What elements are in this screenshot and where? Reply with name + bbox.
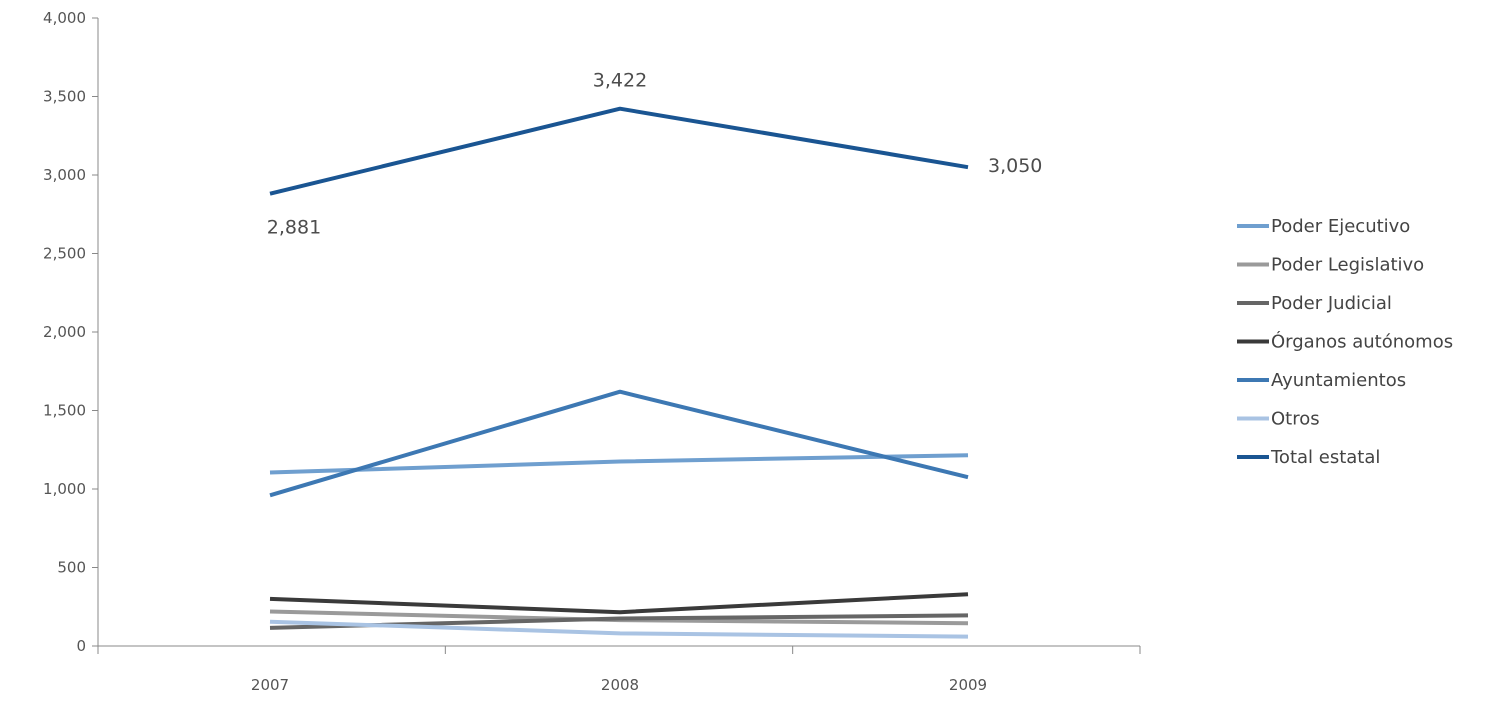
legend: Poder Ejecutivo Poder Legislativo Poder Ju… — [1237, 216, 1453, 468]
x-tick-label: 2007 — [251, 676, 289, 694]
legend-label: Total estatal — [1270, 447, 1380, 468]
y-tick-label: 3,500 — [43, 88, 86, 106]
axes-layer: 0 500 1,000 1,500 2,000 2,500 3,000 3,500 4,000 2… — [43, 9, 1141, 694]
y-tick-label: 3,000 — [43, 166, 86, 184]
legend-label: Poder Ejecutivo — [1271, 216, 1410, 237]
series-line-total-estatal — [269, 106, 969, 196]
legend-label: Otros — [1271, 409, 1320, 430]
x-tick-label: 2009 — [949, 676, 987, 694]
y-tick-label: 1,000 — [43, 480, 86, 498]
series-layer — [269, 106, 969, 639]
legend-label: Ayuntamientos — [1271, 370, 1406, 391]
data-label: 3,050 — [988, 155, 1042, 177]
x-tick-label: 2008 — [601, 676, 639, 694]
legend-label: Poder Judicial — [1271, 293, 1392, 314]
y-tick-label: 2,500 — [43, 245, 86, 263]
y-tick-label: 1,500 — [43, 402, 86, 420]
series-line-otros — [269, 619, 969, 639]
legend-label: Poder Legislativo — [1271, 255, 1424, 276]
legend-label: Órganos autónomos — [1271, 331, 1453, 353]
series-line-órganos-autónomos — [269, 592, 969, 615]
y-tick-label: 2,000 — [43, 323, 86, 341]
y-tick-label: 4,000 — [43, 9, 86, 27]
data-label: 2,881 — [267, 217, 321, 239]
data-labels-layer: 2,881 3,422 3,050 — [267, 70, 1043, 239]
y-tick-label: 500 — [57, 559, 86, 577]
series-line-ayuntamientos — [269, 389, 969, 498]
y-tick-label: 0 — [76, 637, 86, 655]
data-label: 3,422 — [593, 70, 647, 92]
series-line-poder-ejecutivo — [269, 453, 969, 475]
